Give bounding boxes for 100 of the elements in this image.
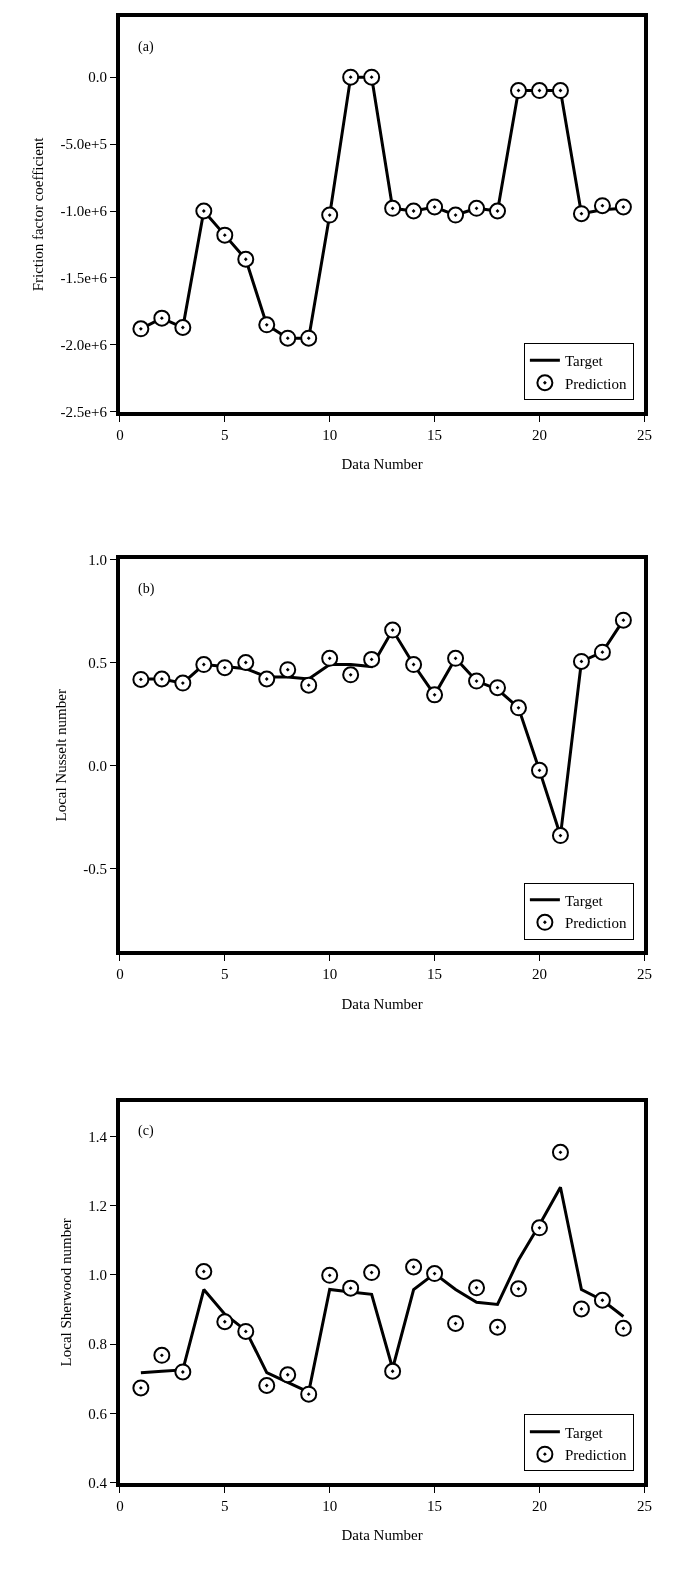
point [468,199,486,217]
annotation: (c) [138,1123,154,1139]
point [363,650,381,668]
point [216,659,234,677]
point [468,672,486,690]
x-tick-label: 20 [531,426,547,443]
point [195,202,213,220]
point [300,676,318,694]
x-tick-label: 0 [116,426,124,443]
point [489,1318,507,1336]
point [384,621,402,639]
annotation: (b) [138,581,155,597]
point [216,1313,234,1331]
point [593,1291,611,1309]
x-tick-label: 25 [636,1497,652,1514]
y-axis-title: Local Nusselt number [52,689,69,822]
legend-label: Target [564,892,604,909]
point [468,1279,486,1297]
point [614,198,632,216]
point [174,319,192,336]
point [321,649,339,667]
legend-label: Prediction [564,375,628,392]
y-tick-label: -0.5 [83,861,107,878]
y-axis-title: Friction factor coefficient [30,136,47,292]
point [132,670,150,688]
point [258,670,276,688]
point [405,202,423,220]
x-tick-label: 25 [636,426,652,443]
x-tick-label: 0 [116,1497,124,1514]
x-tick-label: 15 [427,1497,443,1514]
y-tick-label: 0.0 [88,757,107,774]
point [405,656,423,674]
point [300,1385,318,1403]
point [174,1363,192,1381]
point [300,329,318,347]
point [321,206,339,224]
y-axis-title: Local Sherwood number [57,1218,74,1367]
y-tick-label: 1.0 [88,551,107,568]
legend-label: Prediction [564,1446,628,1463]
point [321,1266,339,1284]
x-tick-label: 20 [531,1497,547,1514]
point [363,1264,381,1282]
point [153,309,171,327]
point [593,197,611,215]
point [593,643,611,661]
x-axis-title: Data Number [341,456,423,473]
point [551,1143,569,1161]
point [426,1265,444,1283]
point [551,827,569,845]
point [132,320,150,338]
y-tick-label: -2.5e+6 [60,404,108,421]
y-tick-label: 1.0 [88,1267,107,1284]
x-tick-label: 5 [221,426,229,443]
y-tick-label: 0.4 [88,1475,108,1492]
y-tick-label: 0.6 [88,1405,108,1422]
point [426,686,444,704]
point [447,206,465,224]
point [174,674,192,692]
legend-label: Target [564,353,604,370]
point [447,1314,465,1332]
x-axis-title: Data Number [341,1527,423,1544]
point [153,670,171,688]
x-tick-label: 15 [427,966,443,983]
x-tick-label: 20 [531,966,547,983]
y-tick-label: 0.8 [88,1336,107,1353]
y-tick-label: 0.5 [88,654,107,671]
point [530,761,548,779]
x-tick-label: 15 [427,426,443,443]
y-tick-label: -5.0e+5 [60,136,107,153]
point [132,1379,150,1397]
point [572,205,590,223]
point [342,68,360,86]
point [237,1322,255,1340]
annotation: (a) [138,39,154,55]
y-tick-label: -1.5e+6 [60,270,108,287]
point [342,1279,360,1297]
legend-label: Prediction [564,915,628,932]
x-axis-title: Data Number [341,995,423,1012]
point [510,82,527,100]
point [363,68,381,86]
point [153,1346,171,1364]
point [614,1319,632,1337]
point [237,653,255,671]
x-tick-label: 10 [322,1497,338,1514]
point [279,329,297,347]
y-tick-label: 1.2 [88,1197,107,1214]
point [384,199,402,217]
y-tick-label: -1.0e+6 [60,203,108,220]
x-tick-label: 5 [221,966,229,983]
point [195,656,213,674]
x-tick-label: 10 [322,966,338,983]
point [237,250,255,268]
x-tick-label: 25 [636,966,652,983]
point [258,1376,276,1394]
y-tick-label: -2.0e+6 [60,337,108,354]
point [426,198,444,216]
point [384,1362,402,1380]
point [572,652,590,670]
point [551,82,569,100]
point [510,1280,527,1298]
